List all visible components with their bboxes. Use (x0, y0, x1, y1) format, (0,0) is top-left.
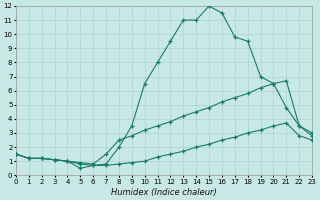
X-axis label: Humidex (Indice chaleur): Humidex (Indice chaleur) (111, 188, 217, 197)
